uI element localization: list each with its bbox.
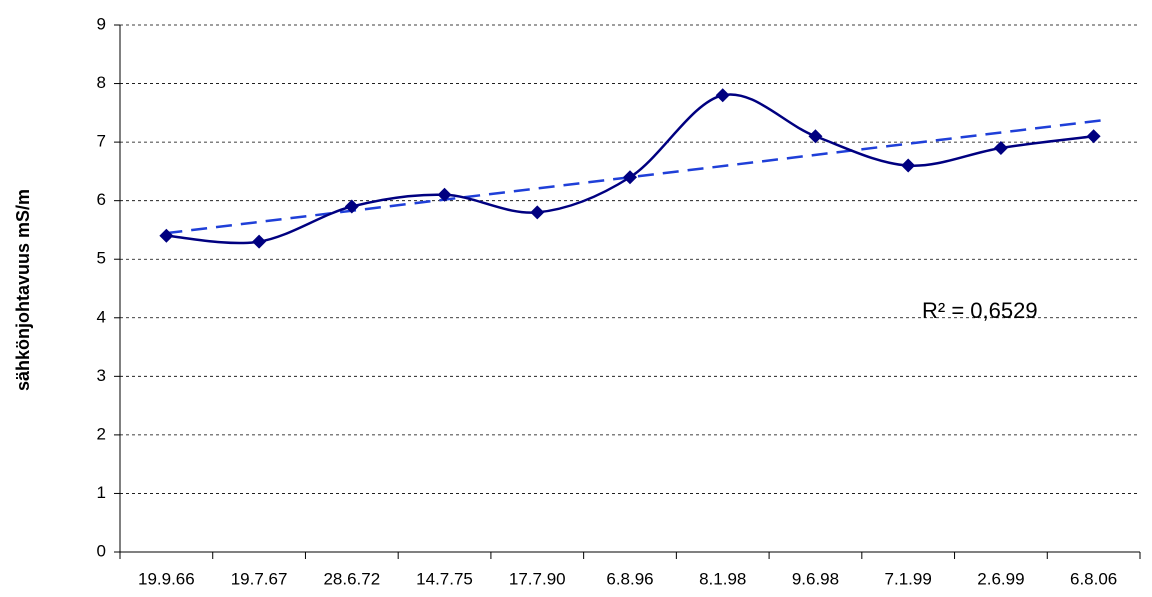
y-tick-label: 2 — [97, 424, 106, 443]
y-tick-label: 7 — [97, 132, 106, 151]
x-tick-label: 7.1.99 — [885, 569, 932, 588]
trendline — [166, 118, 1104, 235]
y-tick-label: 5 — [97, 249, 106, 268]
x-tick-label: 14.7.75 — [416, 569, 473, 588]
marker — [530, 205, 545, 220]
y-tick-label: 9 — [97, 14, 106, 33]
marker — [437, 187, 452, 202]
marker — [808, 129, 823, 144]
y-tick-label: 1 — [97, 483, 106, 502]
y-tick-label: 0 — [97, 541, 106, 560]
x-tick-label: 8.1.98 — [699, 569, 746, 588]
x-tick-label: 6.8.96 — [606, 569, 653, 588]
marker — [993, 140, 1008, 155]
marker — [715, 88, 730, 103]
x-tick-label: 28.6.72 — [323, 569, 380, 588]
marker — [623, 170, 637, 185]
y-tick-label: 8 — [97, 73, 106, 92]
y-axis-label: sähkönjohtavuus mS/m — [13, 189, 33, 391]
y-tick-label: 6 — [97, 190, 106, 209]
annotation: R² = 0,6529 — [922, 298, 1038, 323]
marker — [901, 158, 916, 173]
series-line — [166, 93, 1094, 245]
x-tick-label: 17.7.90 — [509, 569, 566, 588]
x-tick-label: 2.6.99 — [977, 569, 1024, 588]
marker — [159, 228, 174, 243]
marker — [344, 199, 359, 214]
marker — [252, 234, 267, 249]
marker — [1086, 129, 1101, 144]
x-tick-label: 19.7.67 — [231, 569, 288, 588]
x-tick-label: 6.8.06 — [1070, 569, 1117, 588]
y-tick-label: 3 — [97, 366, 106, 385]
x-tick-label: 9.6.98 — [792, 569, 839, 588]
y-tick-label: 4 — [97, 307, 106, 326]
x-tick-label: 19.9.66 — [138, 569, 195, 588]
